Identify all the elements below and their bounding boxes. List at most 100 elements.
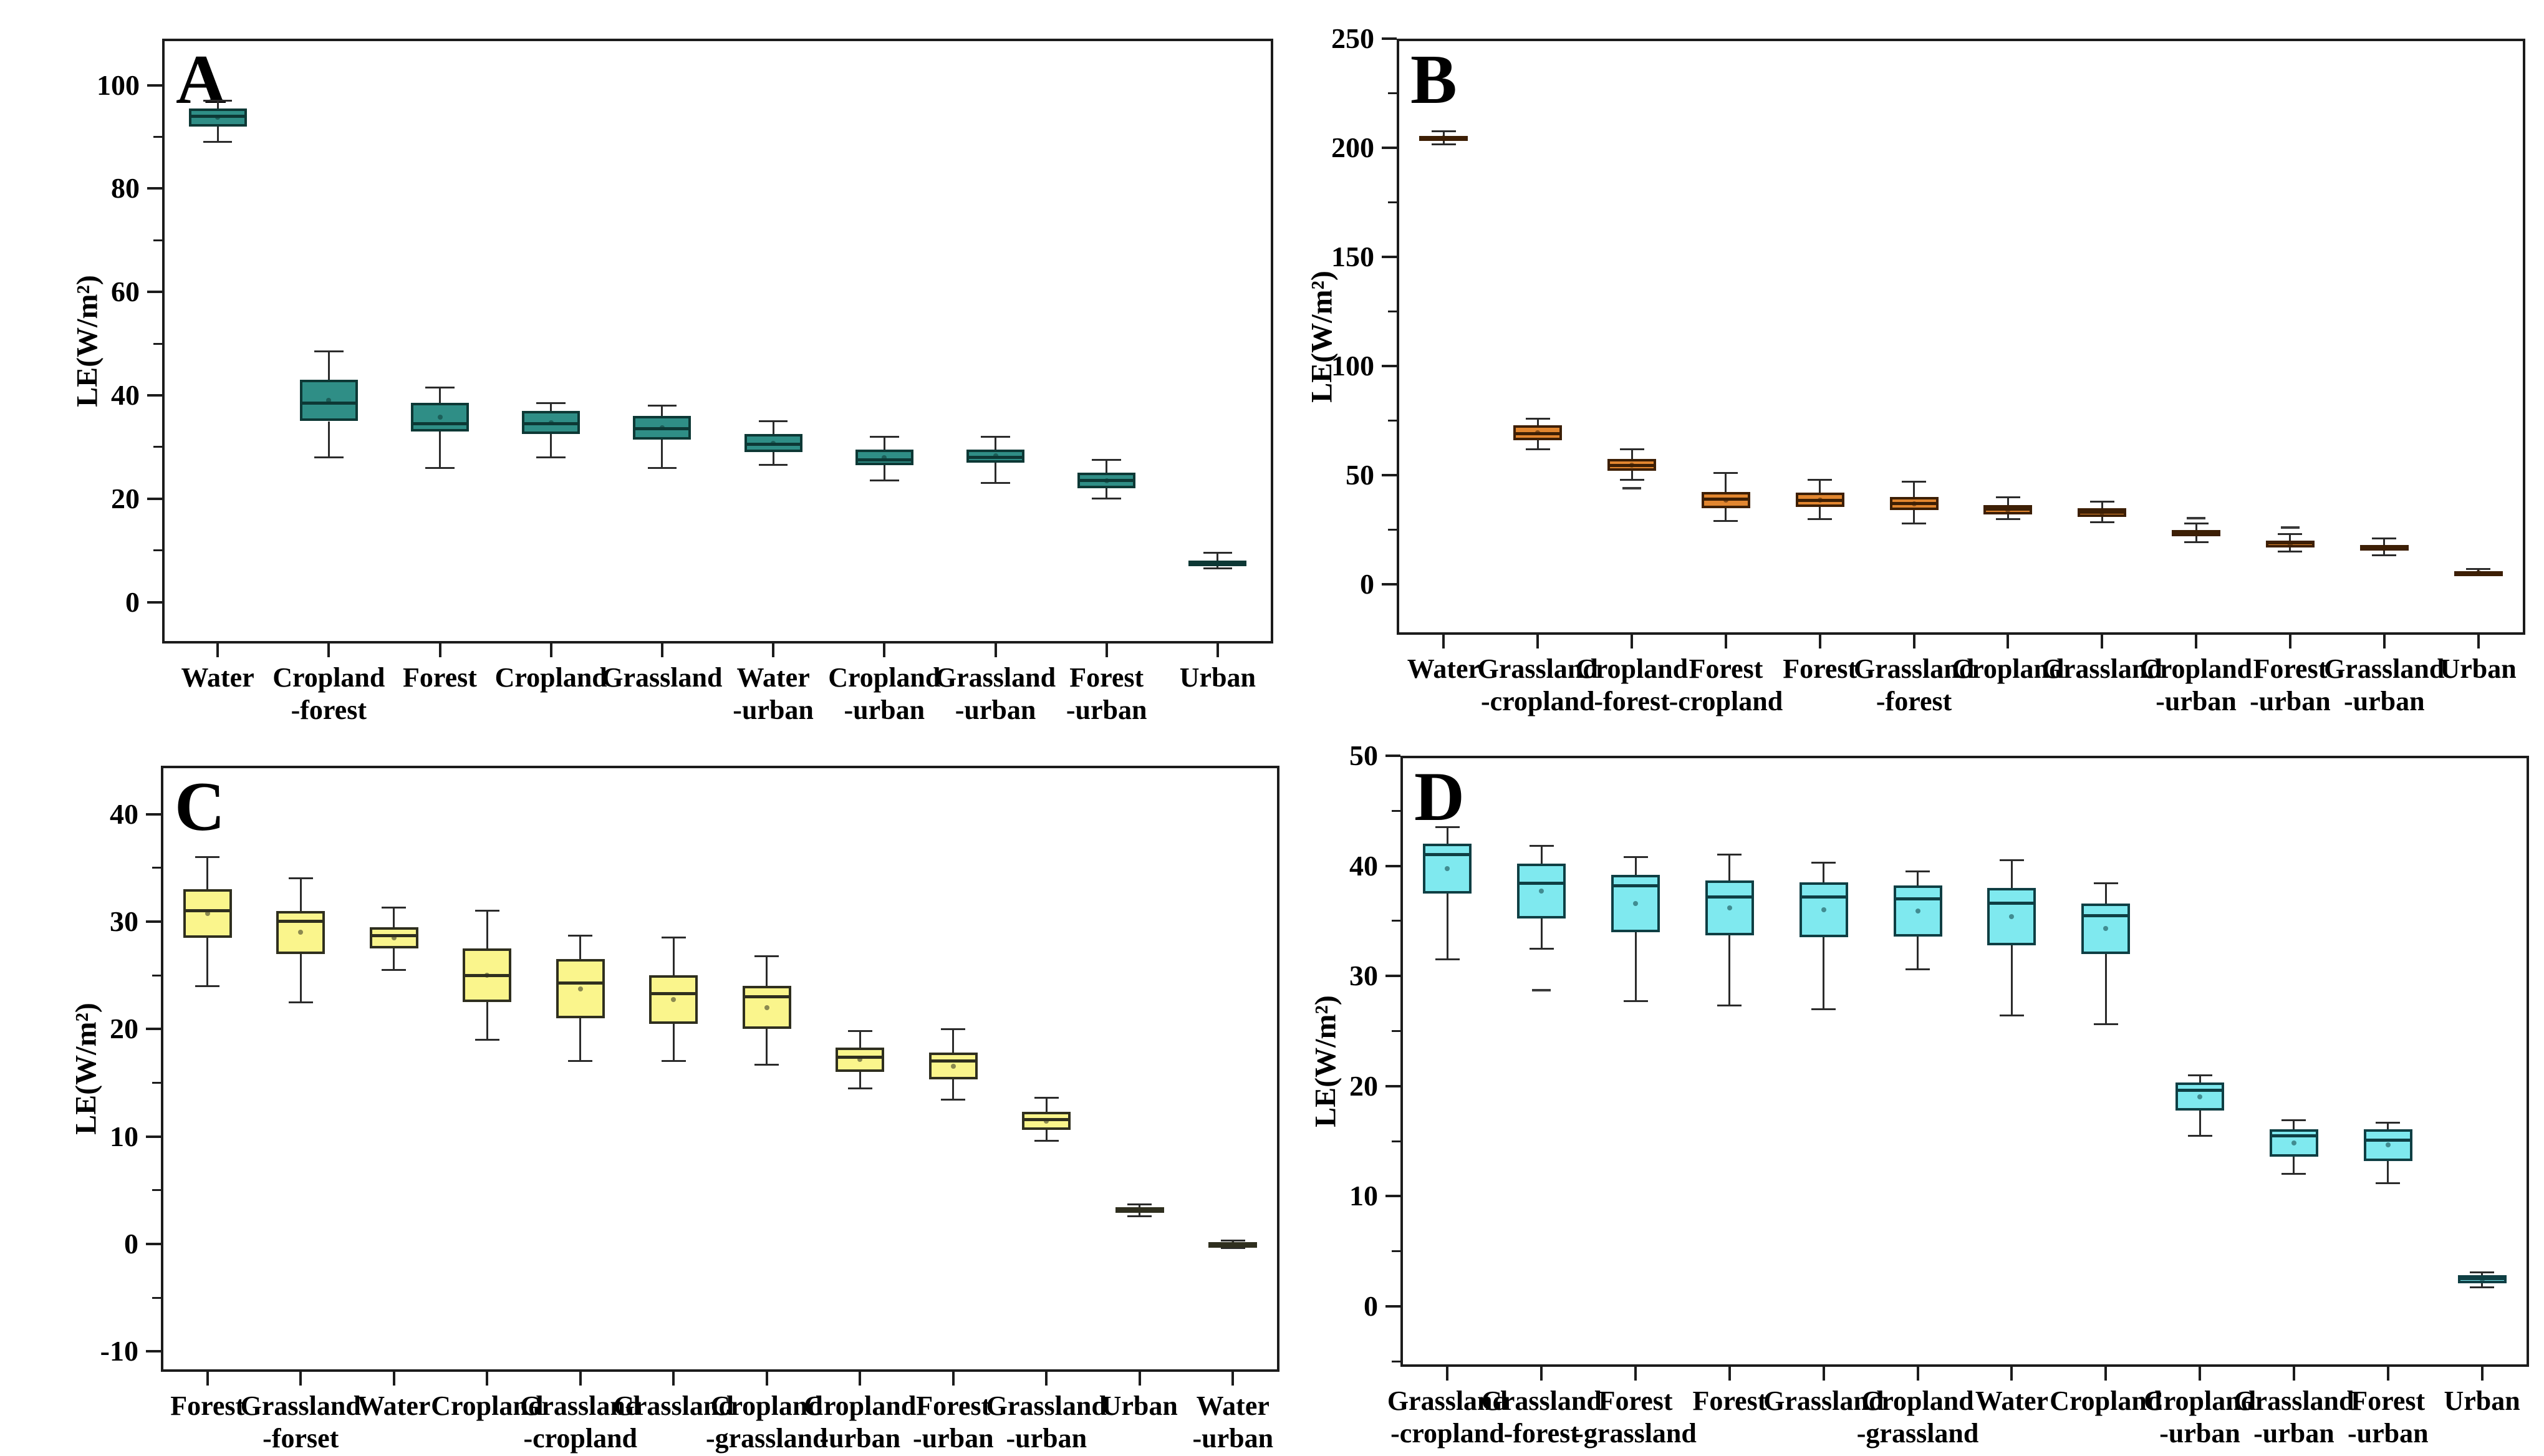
whisker-stem: [2383, 538, 2386, 546]
whisker-stem: [393, 907, 395, 927]
y-major-tick: [146, 920, 161, 923]
box-median-line: [2175, 1089, 2225, 1092]
y-major-tick: [1385, 864, 1400, 867]
y-tick-label: 60: [111, 276, 140, 308]
whisker-stem: [2010, 945, 2013, 1016]
panel-label-C: C: [175, 768, 225, 846]
x-tick: [1728, 1367, 1731, 1381]
x-tick: [883, 644, 886, 657]
x-category-label: -cropland: [1669, 686, 1783, 716]
y-minor-tick: [152, 974, 161, 976]
y-major-tick: [1382, 147, 1397, 150]
whisker-cap: [382, 906, 407, 909]
y-minor-tick: [152, 867, 161, 869]
whisker-cap: [1034, 1139, 1059, 1142]
y-minor-tick: [153, 446, 162, 448]
x-category-label: -cropland: [1390, 1418, 1505, 1449]
x-category-label: -urban: [1192, 1423, 1274, 1454]
plot-area-B: [1397, 39, 2525, 635]
x-category-label: -urban: [955, 695, 1036, 725]
whisker-stem: [952, 1079, 955, 1100]
box-mean-marker: [2385, 1142, 2391, 1148]
whisker-stem: [486, 910, 488, 948]
whisker-cap: [1525, 417, 1550, 420]
whisker-stem: [299, 878, 302, 911]
whisker-cap: [1529, 845, 1554, 847]
whisker-cap: [203, 99, 233, 102]
box-mean-marker: [1723, 497, 1728, 503]
y-major-tick: [146, 1135, 161, 1138]
x-tick: [1912, 635, 1915, 648]
box-mean-marker: [2287, 541, 2293, 547]
whisker-cap: [2278, 551, 2303, 553]
x-category-label: -cropland: [1480, 686, 1595, 716]
whisker-cap: [2093, 1023, 2118, 1026]
box-mean-marker: [548, 420, 554, 425]
y-minor-tick: [1388, 420, 1397, 422]
x-tick: [327, 644, 330, 657]
whisker-cap: [195, 985, 220, 987]
x-category-label: Forest: [2253, 653, 2328, 684]
y-tick-label: 0: [124, 1227, 138, 1260]
whisker-stem: [2387, 1122, 2389, 1129]
whisker-stem: [661, 405, 663, 417]
whisker-stem: [672, 937, 675, 976]
x-category-label: Forest: [1783, 653, 1857, 684]
y-tick-label: 0: [1364, 1290, 1378, 1322]
y-minor-tick: [153, 342, 162, 345]
whisker-cap: [1092, 498, 1121, 500]
whisker-stem: [1631, 471, 1633, 480]
x-category-label: Water: [1196, 1391, 1270, 1421]
x-category-label: Forest: [170, 1391, 245, 1421]
y-tick-label: 0: [1360, 568, 1374, 600]
box-median-line: [2081, 914, 2131, 917]
y-minor-tick: [1392, 1250, 1400, 1253]
whisker-cap: [2376, 1182, 2401, 1184]
whisker-stem: [393, 948, 395, 970]
x-category-label: -grassland: [1574, 1418, 1697, 1449]
whisker-cap: [1902, 481, 1927, 483]
x-category-label: Forest: [1692, 1386, 1767, 1416]
box-mean-marker: [671, 996, 677, 1002]
box-mean-marker: [1633, 900, 1639, 906]
x-category-label: -urban: [1066, 695, 1147, 725]
whisker-cap: [1529, 947, 1554, 950]
whisker-cap: [1525, 448, 1550, 450]
whisker-cap: [1811, 861, 1836, 864]
x-tick: [1045, 1372, 1048, 1386]
whisker-cap: [1092, 459, 1121, 461]
whisker-stem: [995, 462, 996, 483]
y-tick-label: 40: [111, 379, 140, 412]
x-tick: [1724, 635, 1727, 648]
whisker-cap: [1203, 552, 1233, 554]
y-axis-title-D: LE(W/m²): [1309, 995, 1342, 1127]
whisker-cap: [2372, 538, 2397, 540]
whisker-stem: [772, 452, 774, 465]
whisker-stem: [299, 953, 302, 1003]
x-tick: [1231, 1372, 1235, 1386]
whisker-cap: [981, 482, 1010, 485]
x-tick: [1446, 1367, 1449, 1381]
x-category-label: -urban: [1006, 1423, 1087, 1454]
box-mean-marker: [950, 1063, 956, 1069]
y-tick-label: 80: [111, 172, 140, 205]
x-category-label: Cropland: [804, 1391, 917, 1421]
whisker-stem: [859, 1072, 861, 1088]
whisker-stem: [1728, 854, 1731, 880]
whisker-cap: [661, 937, 686, 939]
whisker-stem: [1540, 918, 1543, 948]
x-category-label: -grassland: [705, 1423, 828, 1454]
whisker-stem: [1217, 566, 1219, 569]
box-plot-box: [855, 450, 913, 465]
whisker-cap: [1808, 518, 1833, 520]
box-median-line: [855, 458, 913, 462]
box-mean-marker: [1230, 1241, 1236, 1246]
whisker-cap: [1435, 958, 1460, 961]
x-tick: [1631, 635, 1634, 648]
whisker-stem: [2293, 1156, 2295, 1174]
x-tick: [1818, 635, 1821, 648]
whisker-stem: [1139, 1204, 1141, 1208]
whisker-cap: [1127, 1215, 1152, 1217]
x-tick: [1105, 644, 1108, 657]
box-mean-marker: [298, 930, 304, 935]
